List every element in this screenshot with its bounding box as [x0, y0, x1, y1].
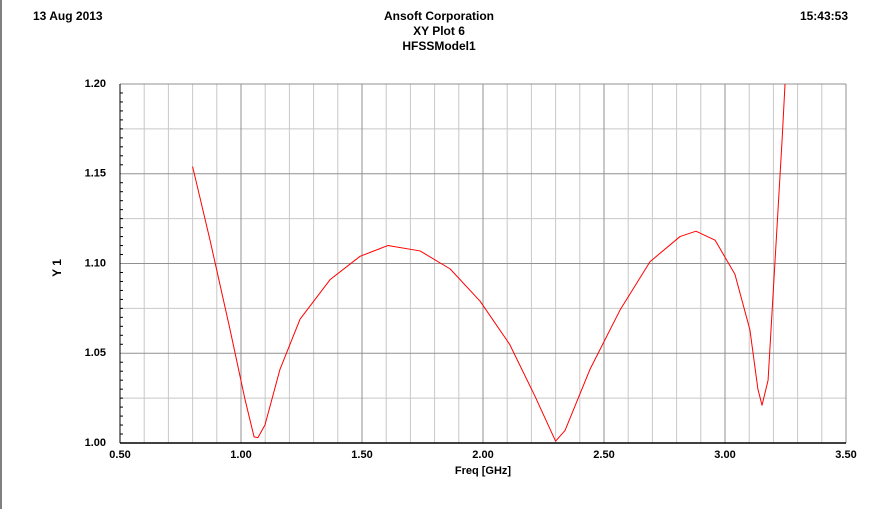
y-tick-label: 1.20: [85, 78, 106, 90]
data-line: [192, 84, 786, 442]
x-tick-label: 2.00: [472, 449, 493, 461]
design-name: HFSSModel1: [402, 39, 476, 53]
x-tick-label: 3.50: [835, 449, 856, 461]
x-tick-label: 2.50: [593, 449, 614, 461]
time: 15:43:53: [800, 9, 848, 23]
y-tick-label: 1.00: [85, 437, 106, 449]
chart-subtitle: XY Plot 6: [413, 24, 465, 38]
chart-title: Ansoft Corporation: [384, 9, 494, 23]
date: 13 Aug 2013: [33, 9, 103, 23]
window-edge: [0, 0, 2, 509]
x-tick-label: 1.00: [230, 449, 251, 461]
x-tick-label: 3.00: [714, 449, 735, 461]
y-tick-label: 1.10: [85, 257, 106, 269]
x-tick-label: 1.50: [351, 449, 372, 461]
y-tick-label: 1.15: [85, 168, 106, 180]
x-tick-label: 0.50: [109, 449, 130, 461]
y-axis-label: Y 1: [50, 259, 64, 277]
y-tick-label: 1.05: [85, 347, 106, 359]
x-axis-label: Freq [GHz]: [455, 465, 512, 477]
